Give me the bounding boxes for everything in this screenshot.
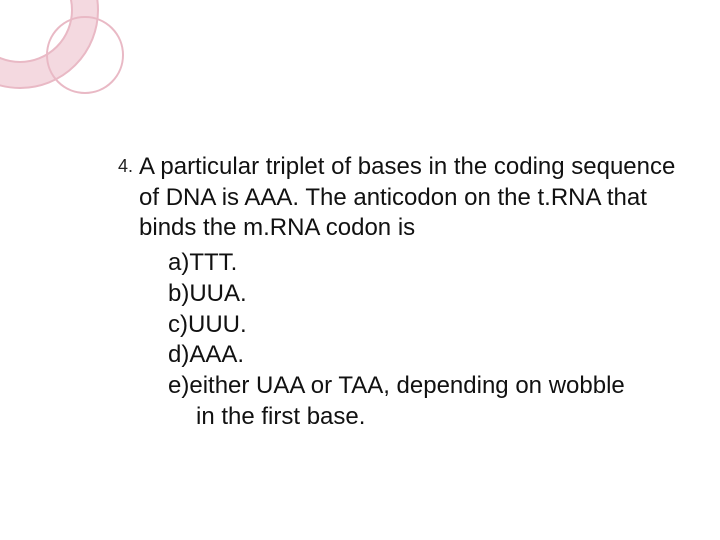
option-text: UUA.	[189, 280, 246, 307]
option-d: d)AAA.	[168, 340, 680, 371]
option-label: a)	[168, 249, 189, 276]
option-label: e)	[168, 372, 189, 399]
option-e: e)either UAA or TAA, depending on wobble	[168, 371, 680, 402]
option-text: AAA.	[189, 341, 244, 368]
question-text: A particular triplet of bases in the cod…	[139, 152, 680, 244]
option-label: c)	[168, 311, 188, 338]
corner-decoration	[0, 0, 140, 120]
option-text: either UAA or TAA, depending on wobble	[189, 372, 624, 399]
option-text: TTT.	[189, 249, 237, 276]
question-row: 4. A particular triplet of bases in the …	[118, 152, 680, 244]
option-text: UUU.	[188, 311, 247, 338]
option-label: b)	[168, 280, 189, 307]
option-e-continuation: in the first base.	[196, 402, 680, 433]
option-c: c)UUU.	[168, 310, 680, 341]
option-b: b)UUA.	[168, 279, 680, 310]
option-a: a)TTT.	[168, 248, 680, 279]
question-block: 4. A particular triplet of bases in the …	[118, 152, 680, 432]
question-number: 4.	[118, 156, 133, 177]
option-label: d)	[168, 341, 189, 368]
options-list: a)TTT. b)UUA. c)UUU. d)AAA. e)either UAA…	[168, 248, 680, 432]
